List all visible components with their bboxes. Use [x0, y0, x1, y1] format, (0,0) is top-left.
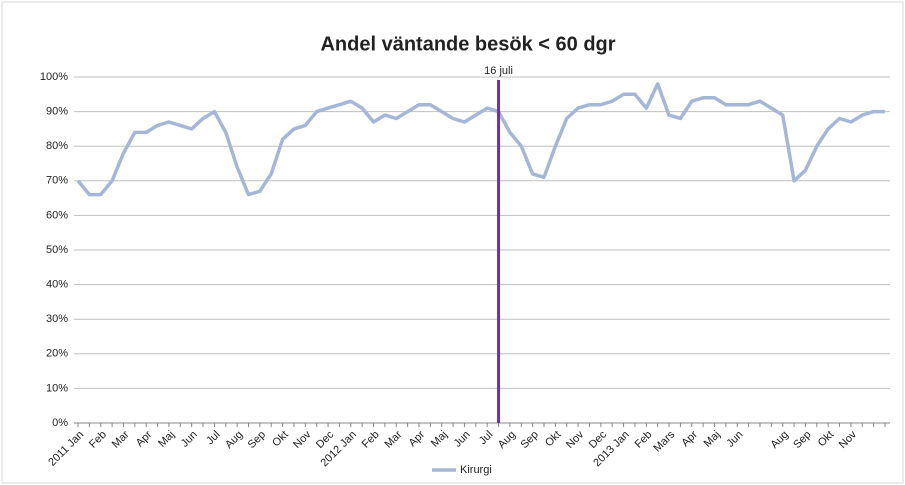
y-tick-label: 40% — [46, 279, 68, 291]
y-tick-label: 80% — [46, 140, 68, 152]
y-tick-label: 10% — [46, 382, 68, 394]
y-tick-label: 30% — [46, 313, 68, 325]
y-tick-label: 0% — [52, 417, 68, 429]
annotation-label: 16 juli — [484, 65, 513, 77]
y-tick-label: 20% — [46, 348, 68, 360]
legend-label: Kirurgi — [460, 464, 492, 476]
y-tick-label: 50% — [46, 244, 68, 256]
y-tick-label: 70% — [46, 175, 68, 187]
chart-title: Andel väntande besök < 60 dgr — [320, 33, 615, 55]
y-tick-label: 60% — [46, 209, 68, 221]
series-line — [76, 82, 885, 197]
y-tick-label: 90% — [46, 106, 68, 118]
y-tick-label: 100% — [40, 71, 68, 83]
